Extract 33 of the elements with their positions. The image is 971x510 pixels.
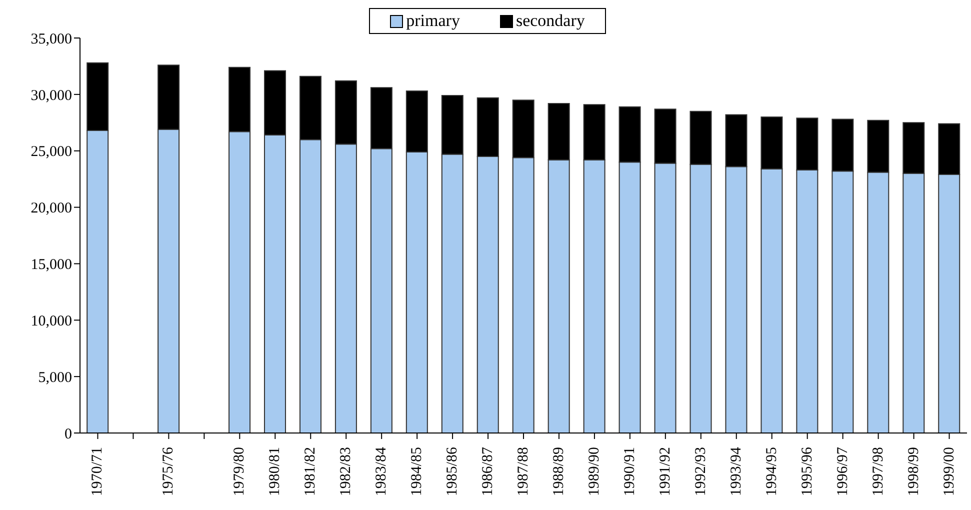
x-tick-label: 1981/82	[302, 447, 319, 496]
x-tick-label: 1993/94	[728, 446, 744, 496]
x-tick-label: 1997/98	[870, 447, 886, 496]
x-tick-label: 1994/95	[764, 447, 780, 496]
y-tick-label: 10,000	[30, 313, 72, 330]
x-tick-label: 1980/81	[267, 447, 284, 496]
x-tick-label: 1991/92	[657, 447, 674, 496]
x-tick-label: 1989/90	[586, 447, 602, 496]
x-tick-label: 1988/89	[550, 447, 567, 496]
y-tick-label: 25,000	[30, 144, 72, 160]
x-tick-label: 1983/84	[374, 446, 390, 496]
x-tick-label: 1970/71	[90, 447, 106, 496]
x-tick-label: 1982/83	[338, 447, 354, 496]
y-tick-label: 30,000	[30, 88, 72, 104]
y-tick-label: 15,000	[30, 257, 72, 274]
x-tick-label: 1987/88	[516, 447, 532, 496]
x-tick-label: 1979/80	[232, 447, 248, 496]
x-tick-label: 1984/85	[409, 447, 426, 496]
x-tick-label: 1975/76	[160, 446, 177, 496]
y-tick-label: 35,000	[30, 31, 72, 48]
x-tick-label: 1985/86	[444, 446, 461, 496]
x-tick-label: 1995/96	[799, 446, 816, 496]
legend-label: primary	[405, 11, 460, 31]
x-tick-label: 1999/00	[941, 447, 958, 496]
x-tick-label: 1998/99	[906, 447, 922, 496]
legend-label: secondary	[514, 11, 585, 31]
y-tick-label: 0	[64, 426, 72, 442]
x-tick-label: 1990/91	[622, 447, 638, 496]
y-tick-label: 20,000	[30, 200, 72, 217]
x-tick-label: 1986/87	[480, 446, 496, 496]
y-tick-label: 5,000	[38, 370, 72, 386]
x-tick-label: 1996/97	[834, 446, 851, 496]
x-tick-label: 1992/93	[692, 447, 709, 496]
